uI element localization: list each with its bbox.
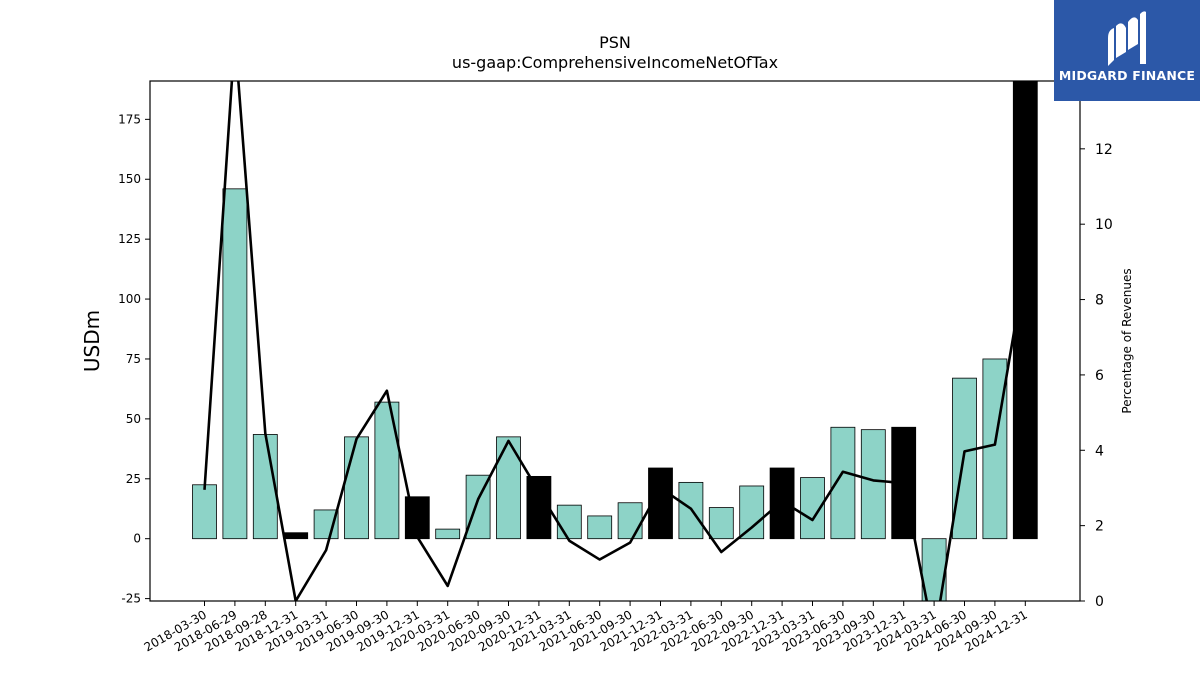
bar-2021-12-31	[648, 467, 673, 540]
bar-2022-06-30	[708, 507, 734, 540]
y-tick-label: 75	[126, 352, 141, 366]
bar-2024-09-30	[982, 358, 1008, 540]
y-tick-label: 100	[118, 292, 141, 306]
y2-tick-label: 12	[1095, 142, 1113, 158]
bar-2023-09-30	[860, 429, 886, 540]
percentage-line	[203, 81, 1027, 601]
bar-2022-12-31	[769, 467, 795, 540]
bar-2021-09-30	[617, 502, 643, 540]
plot-frame	[149, 80, 1081, 602]
y-tick-label: 0	[133, 532, 141, 546]
bar-2018-03-30	[192, 484, 217, 540]
bar-2019-09-30	[374, 401, 400, 540]
y-tick-label: 25	[126, 472, 141, 486]
x-axis: 2018-03-302018-06-292018-09-282018-12-31…	[142, 601, 1030, 654]
bar-2020-12-31	[526, 475, 552, 540]
y-axis-left: -25 0 25 50 75 100 125 150 175	[118, 112, 150, 606]
bar-2020-03-31	[435, 528, 461, 540]
chart-subtitle: us-gaap:ComprehensiveIncomeNetOfTax	[452, 53, 778, 72]
logo-text: MIDGARD FINANCE	[1058, 68, 1196, 83]
y2-axis-label: Percentage of Revenues	[1120, 268, 1134, 413]
y2-tick-label: 8	[1095, 293, 1104, 309]
y2-tick-label: 2	[1095, 519, 1104, 535]
bar-2019-06-30	[344, 436, 369, 540]
bar-2018-12-31	[283, 532, 309, 540]
midgard-logo-mark-icon	[1108, 11, 1146, 66]
bar-2021-03-31	[556, 504, 582, 540]
y-axis-label: USDm	[80, 310, 104, 372]
bar-2024-06-30	[952, 377, 977, 540]
y2-tick-label: 10	[1095, 217, 1113, 233]
bar-2018-09-28	[252, 434, 278, 540]
y-tick-label: 175	[118, 112, 141, 126]
y-tick-label: 50	[126, 412, 141, 426]
bar-2018-06-29	[222, 188, 248, 540]
midgard-finance-logo: MIDGARD FINANCE	[1054, 0, 1200, 101]
y-tick-label: -25	[121, 592, 141, 606]
y2-tick-label: 0	[1095, 594, 1104, 610]
y-tick-label: 125	[118, 232, 141, 246]
bar-2021-06-30	[587, 515, 613, 540]
bar-series	[192, 81, 1038, 601]
y-tick-label: 150	[118, 172, 141, 186]
line-series	[203, 81, 1027, 601]
y2-tick-label: 6	[1095, 368, 1104, 384]
bar-2023-06-30	[830, 426, 856, 540]
bar-2022-09-30	[739, 485, 765, 540]
y2-tick-label: 4	[1095, 443, 1104, 459]
bar-2020-09-30	[496, 436, 521, 540]
y-axis-right: 0 2 4 6 8 10 12	[1080, 142, 1113, 610]
chart-title: PSN	[599, 33, 631, 52]
